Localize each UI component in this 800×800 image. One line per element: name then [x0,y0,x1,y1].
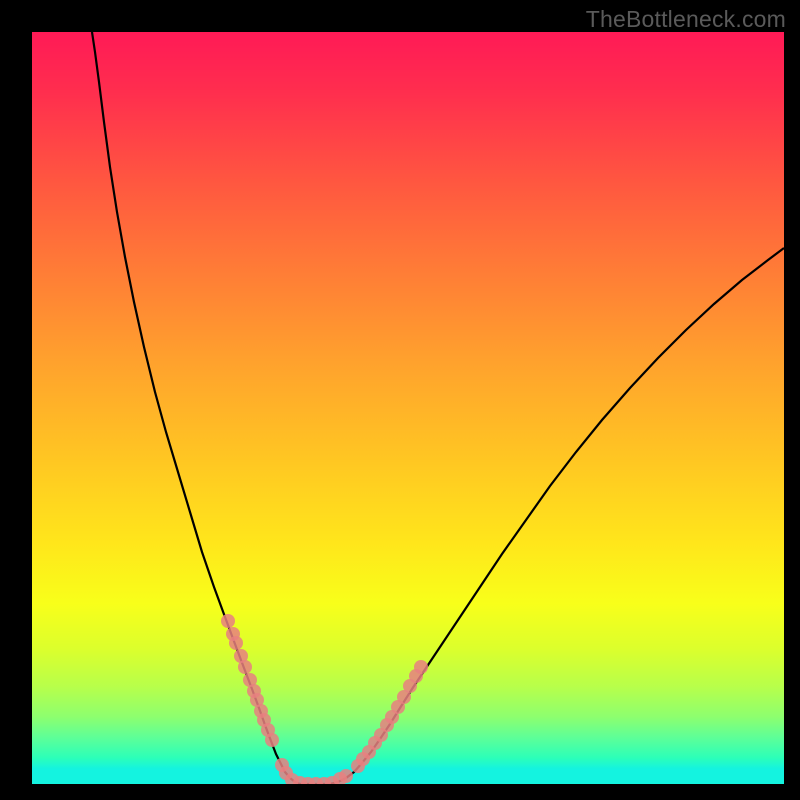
watermark-text: TheBottleneck.com [586,6,786,33]
right-curve [300,248,784,784]
data-marker [238,660,252,674]
data-markers [221,614,428,784]
data-marker [339,769,353,783]
data-marker [414,660,428,674]
data-marker [221,614,235,628]
plot-area [32,32,784,784]
data-marker [265,733,279,747]
data-marker [229,636,243,650]
left-curve [92,32,300,784]
curve-layer [32,32,784,784]
